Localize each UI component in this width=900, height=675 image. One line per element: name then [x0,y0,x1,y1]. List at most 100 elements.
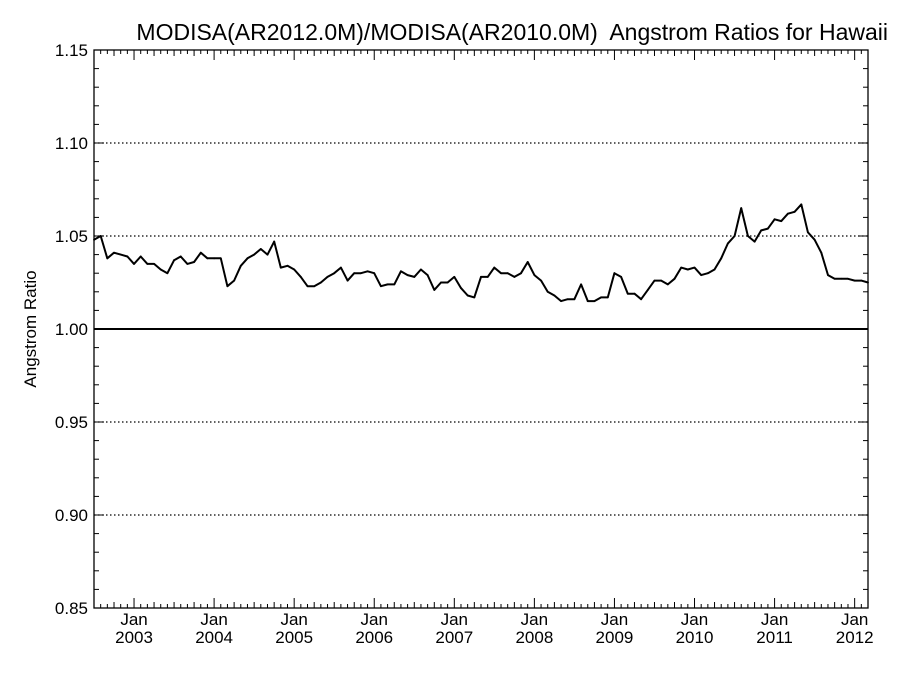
data-point [159,268,162,271]
data-point [126,255,129,258]
data-point [373,272,376,275]
data-point [386,283,389,286]
data-point [153,263,155,265]
data-point [593,300,596,302]
data-point [566,298,569,301]
data-point [113,251,115,254]
data-point [493,266,496,269]
data-point [339,266,342,269]
data-point [720,257,723,260]
data-point [426,274,429,276]
data-point [513,276,516,278]
data-point [146,263,149,265]
x-tick-year-label: 2011 [756,628,793,647]
data-point [833,277,836,280]
y-tick-label: 0.95 [55,413,88,432]
data-point [813,238,816,241]
data-point [686,268,689,271]
x-tick-month-label: Jan [761,610,788,629]
data-point [726,242,729,245]
data-point [787,212,789,215]
gridlines [94,142,868,516]
data-point [246,257,249,260]
x-tick-month-label: Jan [441,610,468,629]
data-point [266,253,269,256]
data-point [293,268,296,271]
data-point [319,281,322,284]
y-tick-label: 0.85 [55,599,88,618]
data-point [680,266,683,269]
x-tick-month-label: Jan [841,610,868,629]
data-point [413,276,416,278]
y-tick-label: 1.15 [55,41,88,60]
y-tick-label: 0.90 [55,506,88,525]
data-point [540,279,542,282]
data-point [820,251,823,254]
data-point [233,279,236,282]
data-point [706,272,709,275]
data-point [333,272,336,275]
data-point [800,203,803,206]
x-tick-year-label: 2007 [435,628,473,647]
data-point [313,285,316,288]
data-point [400,270,402,273]
data-point [359,272,362,275]
data-point [767,227,769,230]
x-tick-year-label: 2004 [195,628,233,647]
data-point [580,283,582,286]
x-tick-year-label: 2006 [355,628,393,647]
data-point [753,240,756,243]
data-point [219,257,222,260]
data-point [673,277,676,280]
data-point [346,279,349,282]
x-tick-year-label: 2003 [115,628,153,647]
data-point [760,229,763,232]
data-point [520,272,522,275]
data-point [466,294,469,297]
data-point [746,235,749,237]
data-point [440,281,442,284]
data-point [326,276,329,278]
data-point [626,292,629,295]
data-point [700,274,703,276]
data-point [286,264,289,267]
y-tick-label: 1.10 [55,134,88,153]
x-tick-month-label: Jan [120,610,147,629]
data-point [546,290,549,293]
data-point [446,281,449,284]
data-point [646,289,649,291]
data-point [453,276,456,278]
data-point [206,257,209,260]
x-tick-year-label: 2005 [275,628,313,647]
x-tick-year-label: 2012 [836,628,874,647]
data-point [633,292,636,295]
data-point [133,263,135,265]
data-point [586,300,589,302]
data-point [259,248,262,250]
data-point [560,300,562,302]
data-point [460,287,462,289]
data-point [733,235,736,237]
chart-title: MODISA(AR2012.0M)/MODISA(AR2010.0M) Angs… [136,19,888,45]
data-point [553,294,556,297]
data-point [273,240,276,243]
data-point [600,296,603,299]
data-point [640,298,643,301]
data-point [860,279,863,282]
data-point [533,274,536,276]
data-point [847,277,849,280]
x-tick-year-label: 2008 [515,628,553,647]
x-tick-month-label: Jan [280,610,307,629]
data-point [793,210,796,213]
data-point [526,261,529,263]
x-tick-year-label: 2010 [676,628,714,647]
data-point [807,231,809,234]
x-tick-month-label: Jan [361,610,388,629]
data-point [486,276,489,278]
data-point [713,268,716,271]
x-tick-month-label: Jan [681,610,708,629]
y-tick-label: 1.00 [55,320,88,339]
y-tick-label: 1.05 [55,227,88,246]
